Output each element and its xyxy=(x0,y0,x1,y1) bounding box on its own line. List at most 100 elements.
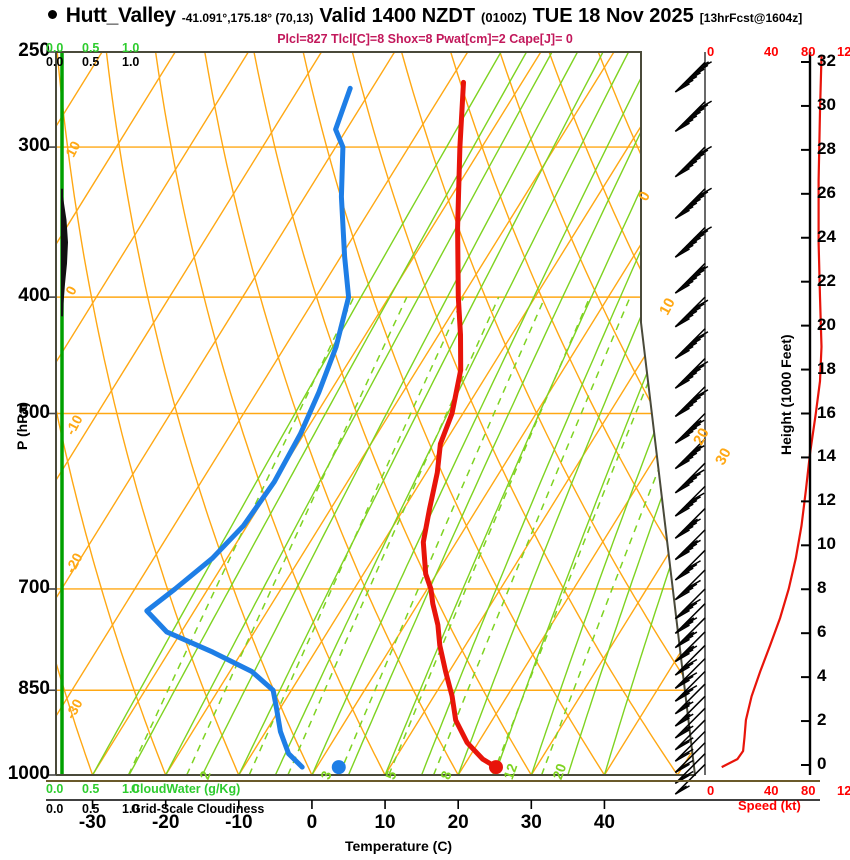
wind-barb xyxy=(674,549,706,581)
forecast-stamp: [13hrFcst@1604z] xyxy=(699,11,803,25)
valid-time: Valid 1400 NZDT xyxy=(319,5,476,27)
speed-tick-label-bottom: 120 xyxy=(837,783,850,798)
wind-barb xyxy=(674,730,706,762)
speed-axis-title: Speed (kt) xyxy=(738,798,801,813)
wind-speed-curve xyxy=(721,56,823,769)
cloudiness-legend-label: Grid-Scale Cloudiness xyxy=(131,802,265,816)
wind-barb xyxy=(674,358,709,389)
pressure-tick-label: 250 xyxy=(18,40,50,61)
wind-barb xyxy=(674,412,706,444)
cloudiness-tick-label: 0.0 xyxy=(46,802,64,816)
cloudiness-tick-label-top: 0.0 xyxy=(46,55,64,69)
temperature-tick-label: -20 xyxy=(151,812,180,833)
station-name: Hutt_Valley xyxy=(65,4,176,27)
height-tick-label: 18 xyxy=(817,358,836,378)
valid-time-zulu: (0100Z) xyxy=(481,10,527,25)
wind-barb xyxy=(674,187,712,220)
height-tick-label: 16 xyxy=(817,402,836,422)
valid-date: TUE 18 Nov 2025 xyxy=(532,5,694,27)
speed-tick-label-top: 0 xyxy=(707,44,715,59)
height-tick-label: 4 xyxy=(817,666,827,686)
wind-barbs xyxy=(674,61,712,795)
height-tick-label: 8 xyxy=(817,578,827,598)
wind-barb xyxy=(674,145,712,178)
temperature-tick-label: 0 xyxy=(306,812,318,833)
wind-barb xyxy=(674,631,706,663)
cloudwater-tick-label-top: 0.0 xyxy=(46,41,64,55)
cloudiness-tick-label-top: 0.5 xyxy=(82,55,100,69)
stability-indices: Plcl=827 Tlcl[C]=8 Shox=8 Pwat[cm]=2 Cap… xyxy=(277,32,573,46)
cloudwater-tick-label: 1.0 xyxy=(122,782,140,796)
pressure-tick-label: 850 xyxy=(18,678,50,700)
sounding-traces xyxy=(144,79,503,775)
wind-barb xyxy=(674,328,709,360)
cloudwater-tick-label: 0.0 xyxy=(46,782,64,796)
pressure-tick-label: 300 xyxy=(18,135,50,157)
speed-tick-label-top: 120 xyxy=(837,44,850,59)
cloudwater-trace xyxy=(61,188,69,317)
surface-dewpoint-marker xyxy=(331,760,346,775)
wind-barb xyxy=(674,753,706,785)
wind-barb xyxy=(674,262,709,294)
cloudiness-tick-label: 1.0 xyxy=(122,802,140,816)
wind-barb xyxy=(674,603,706,635)
temperature-curve xyxy=(420,79,499,770)
temperature-tick-label: 10 xyxy=(374,812,396,833)
wind-barb xyxy=(674,529,706,561)
pressure-tick-label: 1000 xyxy=(7,763,50,784)
wind-barb xyxy=(674,683,706,715)
wind-barb xyxy=(674,226,712,258)
cloudiness-tick-label-top: 1.0 xyxy=(122,55,140,69)
height-tick-label: 12 xyxy=(817,490,836,510)
height-tick-label: 2 xyxy=(817,710,827,730)
wind-barb xyxy=(674,296,709,328)
wind-barb xyxy=(674,707,706,739)
grid-lines xyxy=(56,52,695,775)
temperature-tick-label: -30 xyxy=(78,812,107,833)
height-tick-label: 32 xyxy=(817,51,836,70)
wind-barb xyxy=(674,508,706,539)
temperature-tick-label: 30 xyxy=(520,812,542,833)
height-tick-label: 20 xyxy=(817,314,836,334)
height-tick-label: 14 xyxy=(817,446,836,466)
height-tick-label: 30 xyxy=(817,94,836,114)
surface-temperature-marker xyxy=(488,760,503,775)
height-tick-label: 10 xyxy=(817,534,836,554)
pressure-tick-label: 500 xyxy=(18,401,50,423)
pressure-tick-label: 400 xyxy=(18,285,50,307)
wind-barb xyxy=(674,386,709,418)
wind-barb xyxy=(674,569,706,601)
wind-barb xyxy=(674,658,706,689)
cloudwater-legend-label: CloudWater (g/Kg) xyxy=(131,782,241,796)
wind-barb xyxy=(674,742,706,774)
temperature-tick-label: 40 xyxy=(593,812,615,833)
temperature-tick-label: -10 xyxy=(225,812,253,833)
wind-barb xyxy=(674,670,706,702)
chart-header: Hutt_Valley -41.091°,175.18° (70,13) Val… xyxy=(0,4,850,32)
temperature-axis-title: Temperature (C) xyxy=(345,838,453,854)
wind-barb xyxy=(674,588,706,620)
speed-tick-label-bottom: 80 xyxy=(801,783,816,798)
station-dot-icon xyxy=(47,10,57,19)
temperature-tick-label: 20 xyxy=(447,812,469,833)
wind-barb xyxy=(674,763,706,795)
cloudiness-tick-label: 0.5 xyxy=(82,802,100,816)
speed-tick-label-top: 40 xyxy=(764,44,779,59)
height-tick-label: 0 xyxy=(817,754,827,773)
height-tick-label: 28 xyxy=(817,138,836,158)
plot-frame xyxy=(55,51,697,776)
height-tick-label: 22 xyxy=(817,270,836,290)
cloudwater-tick-label: 0.5 xyxy=(82,782,100,796)
speed-tick-label-bottom: 40 xyxy=(764,783,779,798)
cloudwater-tick-label-top: 1.0 xyxy=(122,41,140,55)
wind-barb xyxy=(674,695,706,727)
height-tick-label: 26 xyxy=(817,182,836,202)
cloudwater-tick-label-top: 0.5 xyxy=(82,41,100,55)
wind-barb xyxy=(674,485,706,517)
wind-barb xyxy=(674,617,706,649)
pressure-tick-label: 700 xyxy=(18,576,50,598)
station-coordinates: -41.091°,175.18° (70,13) xyxy=(181,11,314,25)
dewpoint-curve xyxy=(144,85,353,770)
